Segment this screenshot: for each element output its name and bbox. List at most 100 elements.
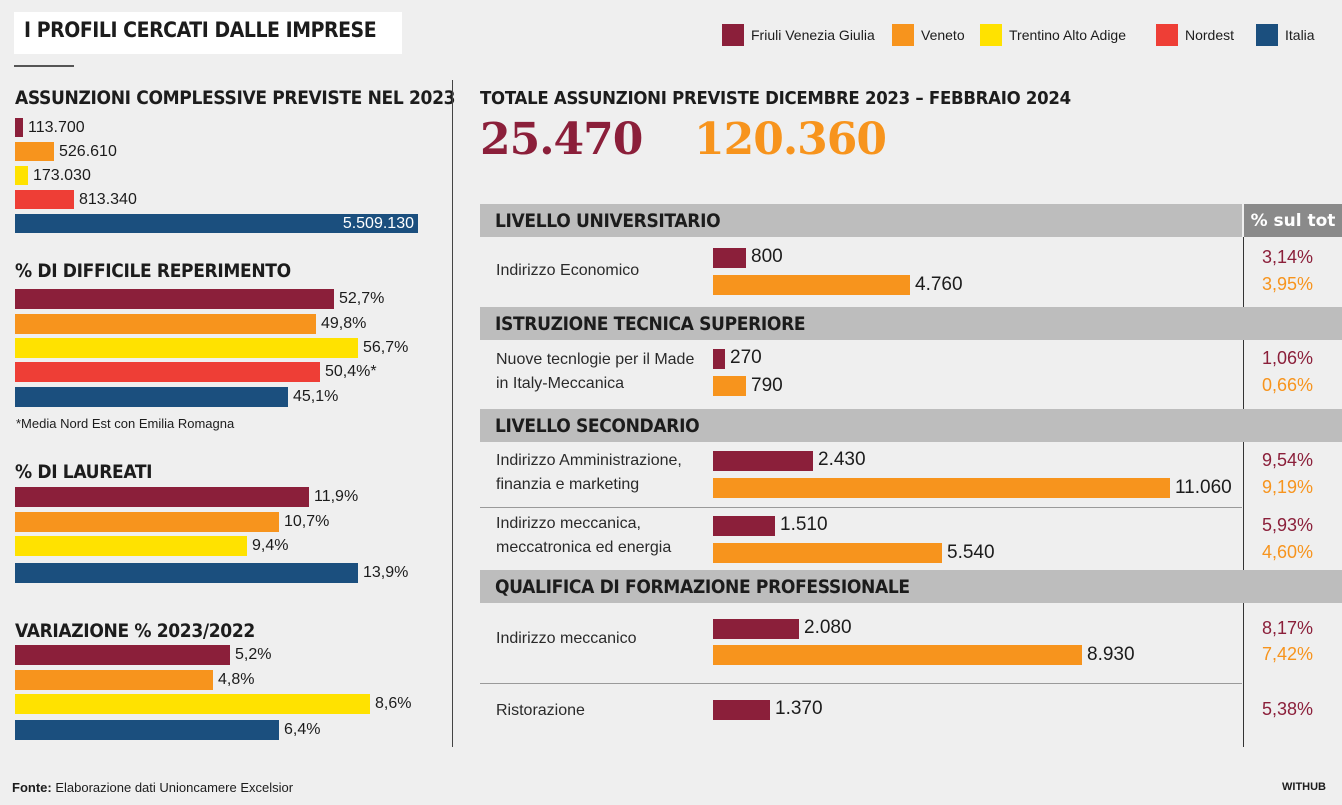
source-label: Fonte: [12, 780, 52, 795]
bar-label-0-fvg: 113.700 [28, 119, 85, 136]
row-label: Indirizzo Amministrazione, finanzia e mar… [496, 449, 682, 497]
bar-label-veneto: 11.060 [1175, 477, 1232, 498]
chart-title-3: VARIAZIONE % 2023/2022 [15, 620, 255, 642]
bar-3-fvg [15, 645, 230, 665]
section-title-2: LIVELLO SECONDARIO [495, 415, 700, 437]
bar-label-1-veneto: 49,8% [321, 315, 367, 332]
legend-item-fvg: Friuli Venezia Giulia [722, 24, 875, 46]
legend-label-veneto: Veneto [921, 27, 965, 43]
bar-label-1-fvg: 52,7% [339, 290, 385, 307]
bar-label-0-italia: 5.509.130 [342, 215, 414, 232]
chart-title-1: % DI DIFFICILE REPERIMENTO [15, 260, 291, 282]
column-divider [452, 80, 453, 747]
row-label: Ristorazione [496, 699, 585, 723]
bar-label-1-italia: 45,1% [293, 388, 339, 405]
section-title-3: QUALIFICA DI FORMAZIONE PROFESSIONALE [495, 576, 910, 598]
legend-swatch-italia [1256, 24, 1278, 46]
source-text: Elaborazione dati Unioncamere Excelsior [51, 780, 294, 795]
bar-fvg [713, 248, 746, 268]
legend-label-nordest: Nordest [1185, 27, 1235, 43]
pct-veneto: 7,42% [1262, 644, 1314, 664]
bar-label-2-veneto: 10,7% [284, 513, 330, 530]
bar-label-1-nordest: 50,4%* [325, 363, 377, 380]
row-label-line: Nuove tecnlogie per il Made [496, 351, 695, 368]
legend-label-fvg: Friuli Venezia Giulia [751, 27, 875, 43]
row-label-line: Indirizzo Economico [496, 262, 640, 279]
row-label: Indirizzo meccanica, meccatronica ed ener… [496, 512, 671, 560]
bar-label-3-trentino: 8,6% [375, 695, 412, 712]
bar-label-2-italia: 13,9% [363, 564, 409, 581]
section-title-0: LIVELLO UNIVERSITARIO [495, 210, 721, 232]
bar-0-veneto [15, 142, 54, 161]
pct-fvg: 1,06% [1262, 348, 1314, 368]
bar-1-italia [15, 387, 288, 407]
row-label-line: finanzia e marketing [496, 476, 640, 493]
pct-fvg: 5,38% [1262, 699, 1314, 719]
chart-title-0: ASSUNZIONI COMPLESSIVE PREVISTE NEL 2023 [15, 87, 456, 109]
bar-fvg [713, 516, 775, 536]
row-label: Nuove tecnlogie per il Made in Italy-Mecc… [496, 348, 694, 396]
bar-label-fvg: 1.370 [775, 698, 823, 719]
bar-2-italia [15, 563, 358, 583]
bar-3-italia [15, 720, 279, 740]
bar-label-2-trentino: 9,4% [252, 537, 289, 554]
row-separator-0 [480, 507, 1242, 508]
pct-veneto: 3,95% [1262, 274, 1314, 294]
row-label-line: in Italy-Meccanica [496, 375, 625, 392]
bar-0-nordest [15, 190, 74, 209]
row-label-line: meccatronica ed energia [496, 539, 672, 556]
bar-label-fvg: 800 [751, 246, 783, 267]
bar-label-0-nordest: 813.340 [79, 191, 137, 208]
bar-3-veneto [15, 670, 213, 690]
bar-0-trentino [15, 166, 28, 185]
pct-veneto: 4,60% [1262, 542, 1314, 562]
bar-1-nordest [15, 362, 320, 382]
pct-rule [1243, 603, 1244, 747]
bar-fvg [713, 700, 770, 720]
row-separator-1 [480, 683, 1242, 684]
pct-rule [1243, 442, 1244, 570]
bar-0-fvg [15, 118, 23, 137]
bar-2-veneto [15, 512, 279, 532]
row-label-line: Ristorazione [496, 702, 585, 719]
bar-label-0-trentino: 173.030 [33, 167, 91, 184]
legend-item-veneto: Veneto [892, 24, 965, 46]
bar-veneto [713, 376, 746, 396]
pct-fvg: 3,14% [1262, 247, 1314, 267]
bar-label-3-veneto: 4,8% [218, 671, 255, 688]
legend-label-italia: Italia [1285, 27, 1315, 43]
bar-1-fvg [15, 289, 334, 309]
bar-1-trentino [15, 338, 358, 358]
legend-item-italia: Italia [1256, 24, 1315, 46]
bar-veneto [713, 543, 942, 563]
bar-label-3-italia: 6,4% [284, 721, 321, 738]
row-label: Indirizzo Economico [496, 259, 639, 283]
pct-veneto: 0,66% [1262, 375, 1314, 395]
bar-label-veneto: 790 [751, 375, 783, 396]
bar-label-fvg: 2.080 [804, 617, 852, 638]
bar-3-trentino [15, 694, 370, 714]
bar-label-veneto: 5.540 [947, 542, 995, 563]
section-band-0 [480, 204, 1242, 237]
brand-logo: WITHUB [1282, 781, 1326, 793]
bar-0-italia [15, 214, 418, 233]
title-underline [14, 65, 74, 67]
source-note: Fonte: Elaborazione dati Unioncamere Exc… [12, 780, 293, 795]
legend-swatch-trentino [980, 24, 1002, 46]
pct-fvg: 8,17% [1262, 618, 1314, 638]
legend-swatch-veneto [892, 24, 914, 46]
section-title-1: ISTRUZIONE TECNICA SUPERIORE [495, 313, 806, 335]
bar-2-fvg [15, 487, 309, 507]
bar-label-1-trentino: 56,7% [363, 339, 409, 356]
row-label-line: Indirizzo Amministrazione, [496, 452, 682, 469]
legend-item-trentino: Trentino Alto Adige [980, 24, 1126, 46]
section-band-1 [480, 307, 1342, 340]
legend-label-trentino: Trentino Alto Adige [1009, 27, 1127, 43]
total-fvg: 25.470 [480, 114, 643, 165]
bar-fvg [713, 619, 799, 639]
pct-rule [1243, 340, 1244, 409]
pct-fvg: 5,93% [1262, 515, 1314, 535]
bar-label-veneto: 8.930 [1087, 644, 1135, 665]
legend-item-nordest: Nordest [1156, 24, 1234, 46]
bar-label-0-veneto: 526.610 [59, 143, 117, 160]
